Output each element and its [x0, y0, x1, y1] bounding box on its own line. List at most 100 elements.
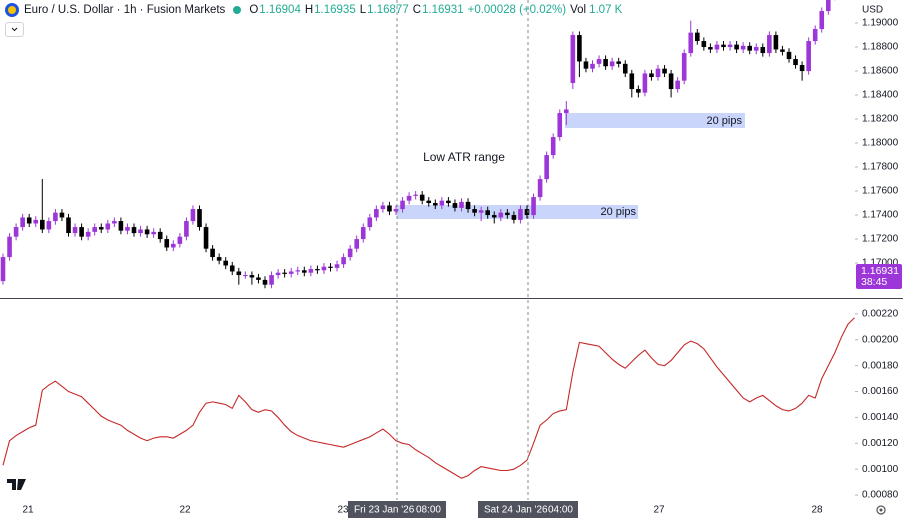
- candle-body: [210, 248, 215, 258]
- candle-body: [229, 265, 235, 272]
- candle-body: [465, 201, 471, 210]
- candle-body: [105, 223, 111, 230]
- candle-body: [426, 200, 432, 204]
- ohlc-label: H: [304, 4, 314, 16]
- candle-body: [780, 49, 785, 52]
- candle-body: [171, 243, 176, 248]
- candle-body: [7, 236, 12, 258]
- candle-body: [393, 209, 399, 212]
- crosshair-tag: [348, 501, 446, 518]
- candle-body: [636, 89, 641, 93]
- candle-body: [531, 197, 536, 216]
- candle-body: [125, 227, 130, 231]
- candle-body: [380, 205, 386, 210]
- volume-label: Vol: [570, 4, 587, 16]
- zone: [397, 205, 638, 219]
- legend-bar: Euro / U.S. Dollar · 1h · Fusion Markets…: [0, 2, 622, 18]
- candle-body: [203, 227, 209, 249]
- atr-line: [2, 317, 855, 479]
- candle-body: [302, 270, 307, 273]
- candle-body: [433, 203, 438, 206]
- zone: [565, 113, 745, 128]
- volume-value: 1.07 K: [589, 4, 623, 16]
- ohlc-label: L: [359, 4, 367, 16]
- candle-body: [550, 137, 556, 156]
- crosshair-time: 08:00: [416, 505, 441, 516]
- settings-icon[interactable]: [876, 505, 886, 515]
- candle-body: [184, 221, 189, 237]
- candle-body: [675, 80, 680, 90]
- candle-body: [216, 257, 222, 261]
- candle-body: [413, 194, 418, 196]
- candle-body: [767, 35, 772, 54]
- candle-body: [98, 227, 104, 230]
- candle-body: [452, 203, 458, 208]
- y-tick-label: 1.17400: [862, 210, 899, 221]
- candle-body: [131, 227, 137, 234]
- candle-body: [164, 239, 170, 248]
- candle-body: [197, 209, 202, 228]
- ohlc-value: 1.16904: [259, 4, 301, 16]
- ohlc-value: 1.16877: [367, 4, 409, 16]
- annotation: 20 pips: [601, 206, 637, 218]
- y-tick-label: 0.00160: [862, 386, 899, 397]
- last-price-tag: [856, 264, 902, 289]
- candle-body: [321, 266, 327, 271]
- candle-body: [315, 269, 320, 271]
- candle-body: [609, 61, 615, 67]
- candle-body: [629, 73, 635, 90]
- candle-body: [0, 257, 6, 282]
- candle-body: [439, 200, 445, 206]
- candle-body: [118, 221, 124, 231]
- y-tick-label: 0.00220: [862, 309, 899, 320]
- candle-body: [92, 227, 97, 232]
- candle-body: [459, 201, 464, 208]
- candle-body: [564, 109, 569, 114]
- status-dot: [233, 6, 242, 14]
- crosshair-tag: [478, 501, 578, 518]
- ohlc-value: 1.16931: [422, 4, 464, 16]
- crosshair-time: 04:00: [548, 505, 573, 516]
- candle-body: [812, 29, 818, 42]
- logo: [7, 479, 26, 490]
- y-tick-label: 1.18200: [862, 114, 899, 125]
- candle-body: [360, 227, 366, 240]
- candle-body: [596, 59, 602, 64]
- candle-body: [603, 59, 608, 67]
- crosshair-date: Fri 23 Jan '26: [354, 505, 415, 516]
- candle-body: [544, 155, 549, 180]
- candle-body: [85, 231, 91, 237]
- candle-body: [793, 59, 798, 66]
- candle-body: [66, 217, 71, 234]
- candle-body: [577, 35, 582, 62]
- candle-body: [249, 275, 255, 278]
- candle-body: [570, 35, 576, 84]
- candle-body: [275, 272, 281, 276]
- y-tick-label: 1.18800: [862, 42, 899, 53]
- candle-body: [701, 41, 707, 48]
- y-tick-label: 1.17800: [862, 162, 899, 173]
- candle-body: [223, 260, 228, 266]
- countdown: 38:45: [861, 276, 887, 288]
- annotation: 20 pips: [707, 115, 743, 127]
- candle-body: [387, 205, 392, 212]
- candle-body: [740, 45, 746, 50]
- candle-body: [406, 195, 412, 201]
- collapse-button[interactable]: [5, 22, 24, 37]
- candle-body: [26, 217, 32, 224]
- candle-body: [419, 194, 425, 201]
- candle-body: [262, 279, 268, 285]
- last-price: 1.16931: [861, 265, 899, 277]
- candle-body: [695, 32, 700, 42]
- candle-body: [53, 212, 58, 222]
- candle-body: [347, 248, 353, 258]
- candle-body: [328, 266, 333, 268]
- candle-body: [144, 229, 150, 235]
- x-tick-label: 21: [22, 505, 34, 516]
- candle-body: [498, 212, 504, 218]
- candle-body: [708, 47, 713, 50]
- crosshair-date: Sat 24 Jan '26: [484, 505, 548, 516]
- candle-body: [72, 227, 78, 234]
- ohlc-label: C: [412, 4, 422, 16]
